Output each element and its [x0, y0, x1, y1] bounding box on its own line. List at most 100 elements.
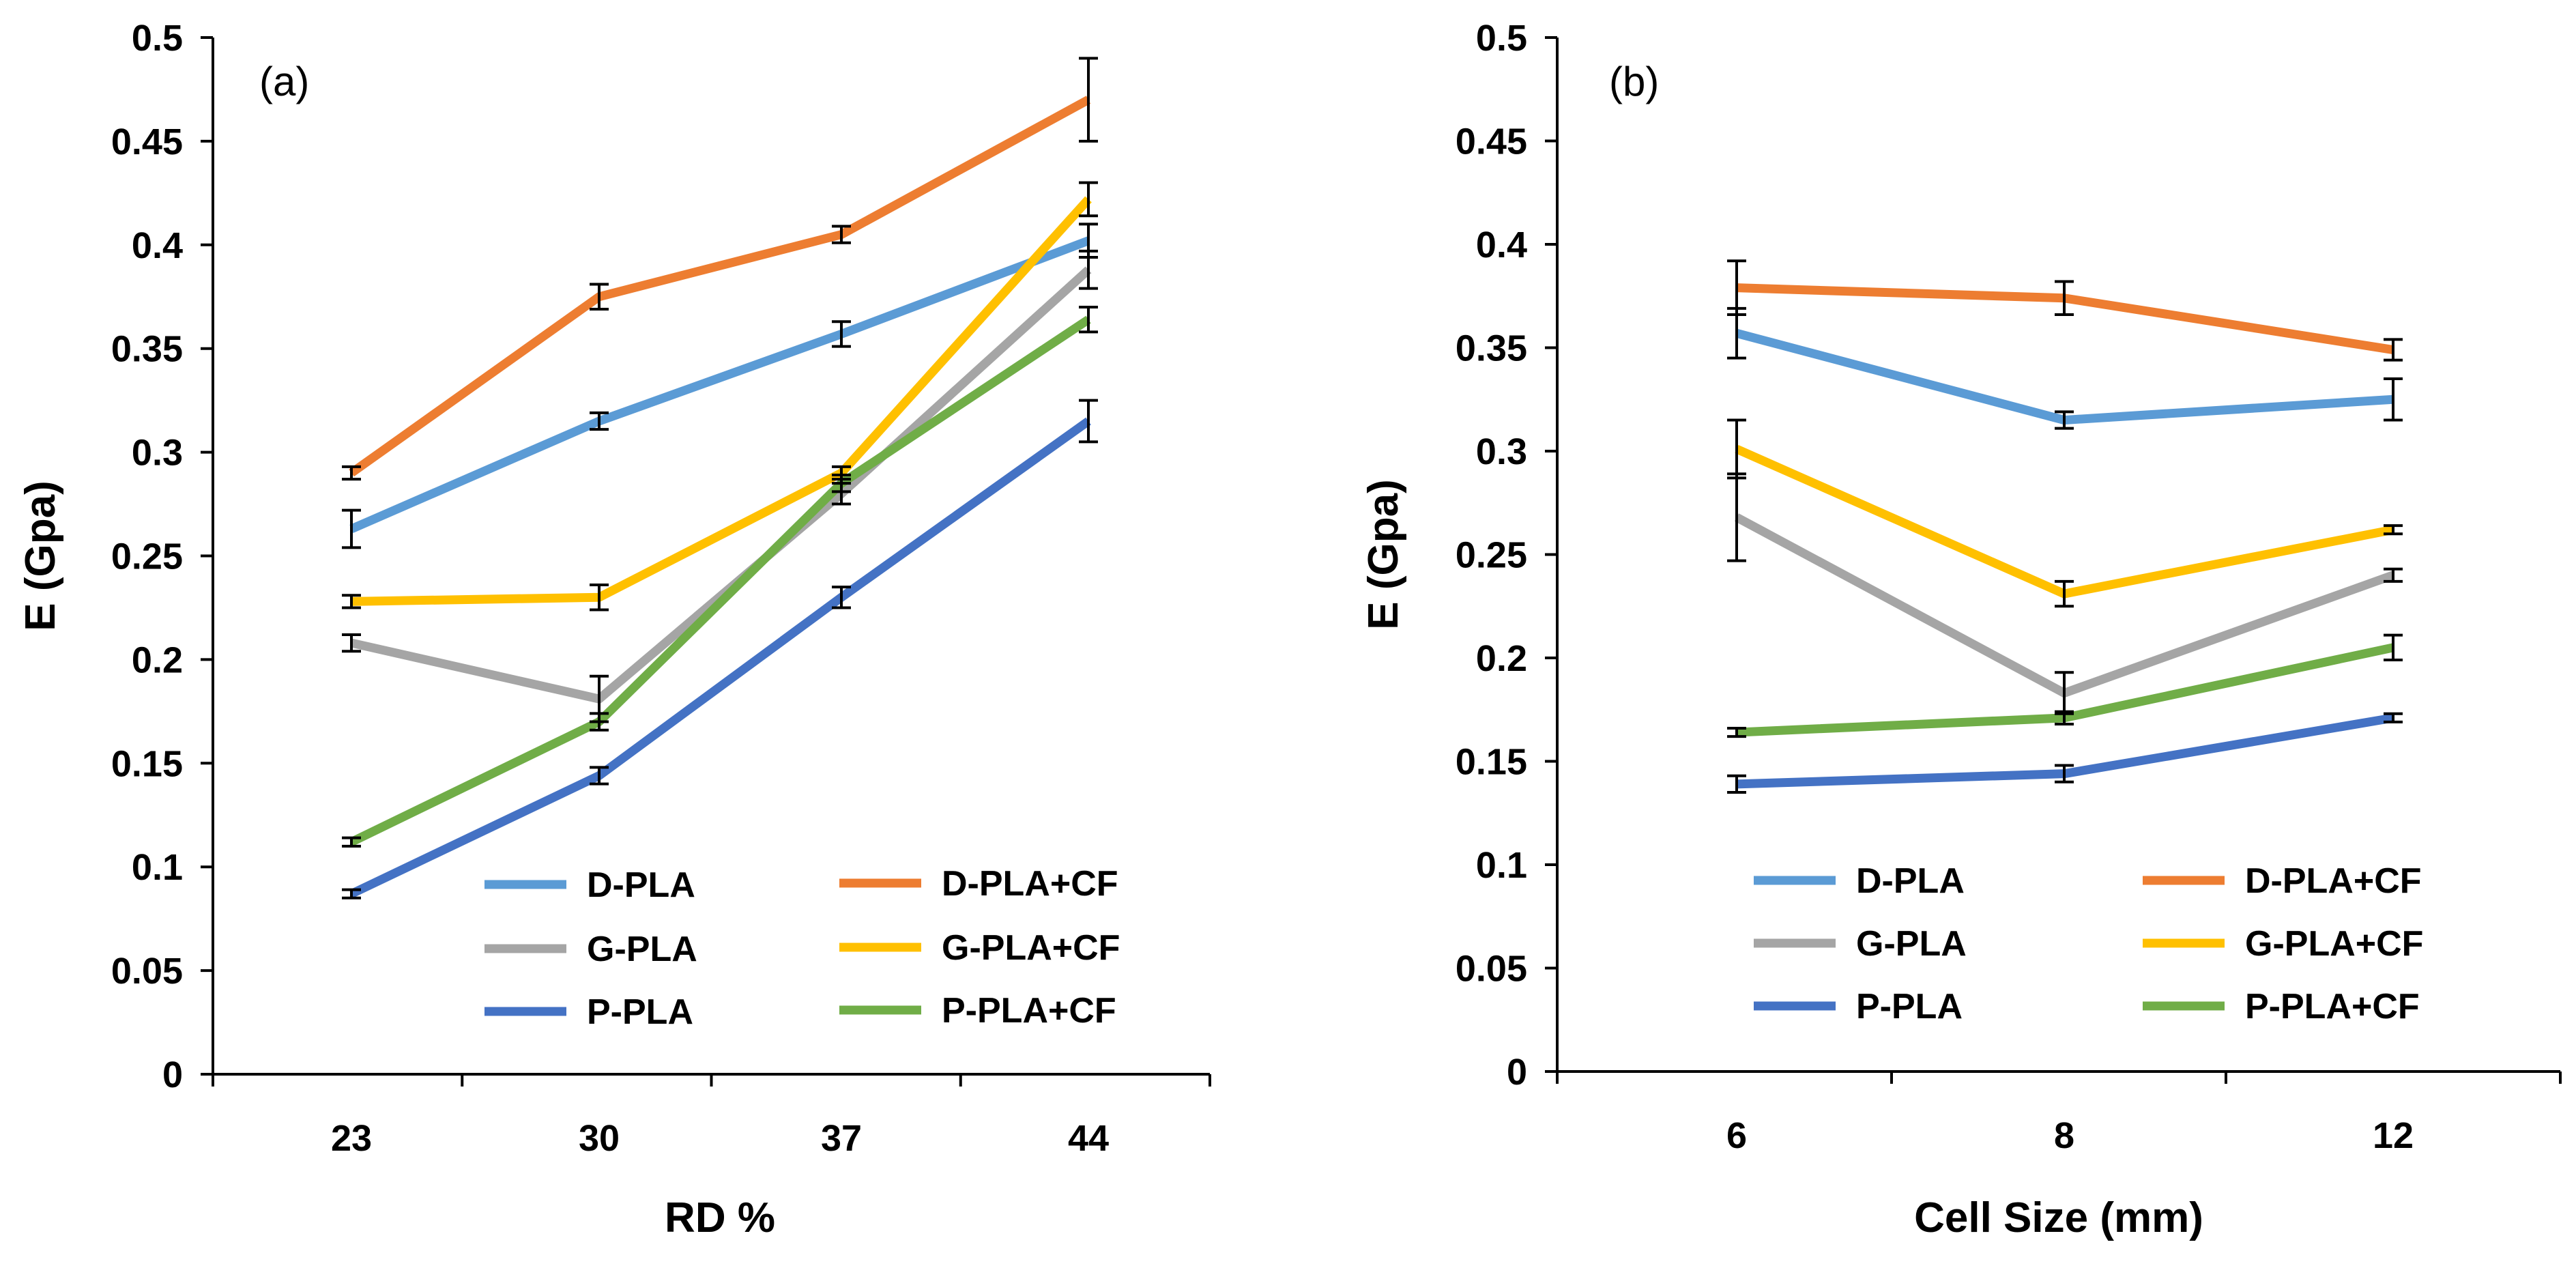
error-bar-g-pla-cf [342, 594, 361, 609]
error-bar-p-pla-cf [1079, 305, 1098, 334]
y-tick-label: 0.25 [1456, 535, 1527, 576]
legend-item-p-pla: P-PLA [1754, 987, 1963, 1026]
error-bar-g-pla [1079, 249, 1098, 290]
y-tick-label: 0.4 [1476, 225, 1527, 265]
legend-item-g-pla-cf: G-PLA+CF [2143, 924, 2423, 964]
y-tick-label: 0.3 [1476, 431, 1527, 472]
y-axis-title: E (Gpa) [1360, 479, 1407, 629]
y-tick-label: 0.05 [111, 951, 183, 992]
error-bar-g-pla-cf [1727, 418, 1746, 480]
error-bar-d-pla-cf [1079, 57, 1098, 143]
error-bar-d-pla [2384, 377, 2403, 422]
y-tick-label: 0.35 [111, 329, 183, 370]
chart-panel-a: 0 0.05 0.1 0.15 0.2 0.25 0.3 0.35 0.4 0.45 0.5 23 30… [17, 18, 1211, 1241]
error-bar-g-pla-cf [2384, 524, 2403, 536]
error-bar-d-pla-cf [342, 465, 361, 481]
y-tick-label: 0.2 [1476, 638, 1527, 679]
error-bar-p-pla-cf [590, 712, 609, 732]
legend-label: G-PLA+CF [942, 928, 1120, 968]
series-line-p-pla [349, 417, 1091, 898]
legend-label: D-PLA+CF [942, 864, 1118, 904]
error-bar-g-pla [2384, 567, 2403, 583]
legend-item-p-pla: P-PLA [484, 992, 693, 1032]
x-tick-label: 6 [1726, 1115, 1747, 1156]
error-bar-g-pla-cf [590, 584, 609, 612]
error-bar-d-pla [342, 508, 361, 549]
error-bar-d-pla [832, 320, 851, 348]
error-bar-d-pla-cf [832, 225, 851, 244]
error-bar-p-pla-cf [2384, 633, 2403, 662]
legend-label: D-PLA [587, 865, 695, 905]
series-line-d-pla [349, 236, 1090, 533]
legend-label: P-PLA [1856, 987, 1963, 1026]
y-tick-label: 0.4 [132, 225, 183, 266]
x-tick-label: 8 [2054, 1115, 2074, 1156]
x-tick-label: 23 [331, 1118, 372, 1159]
error-bar-d-pla [2055, 410, 2074, 430]
panel-label: (b) [1609, 59, 1659, 104]
y-tick-label: 0.45 [1456, 121, 1527, 162]
error-bar-d-pla-cf [2055, 280, 2074, 317]
legend-label: P-PLA+CF [942, 991, 1116, 1031]
error-bar-p-pla [1727, 774, 1746, 794]
error-bar-p-pla [590, 766, 609, 786]
x-tick-label: 37 [821, 1118, 862, 1159]
legend-label: P-PLA [587, 992, 693, 1032]
x-tick-label: 44 [1068, 1118, 1109, 1159]
error-bar-g-pla-cf [2055, 579, 2074, 608]
y-tick-label: 0.15 [1456, 742, 1527, 783]
y-tick-label: 0.05 [1456, 949, 1527, 990]
y-tick-label: 0.45 [111, 121, 183, 162]
chart-panel-b: 0 0.05 0.1 0.15 0.2 0.25 0.3 0.35 0.4 0.45 0.5 6 8 12… [1360, 18, 2562, 1241]
y-tick-label: 0 [162, 1054, 183, 1095]
x-axis-title: Cell Size (mm) [1914, 1194, 2203, 1241]
error-bar-p-pla [2384, 712, 2403, 723]
error-bar-p-pla-cf [2055, 710, 2074, 725]
y-tick-label: 0.2 [132, 639, 183, 680]
legend: D-PLA D-PLA+CF G-PLA G-PLA+CF P-PLA P-PLA+CF [1754, 861, 2423, 1026]
y-tick-label: 0.35 [1456, 328, 1527, 369]
y-tick-label: 0.5 [1476, 18, 1527, 59]
legend-label: P-PLA+CF [2245, 987, 2420, 1026]
series-line-p-pla-cf [349, 315, 1091, 846]
panel-label: (a) [259, 59, 309, 104]
legend-item-d-pla: D-PLA [1754, 861, 1965, 901]
error-bar-p-pla [342, 888, 361, 900]
error-bar-p-pla-cf [1727, 727, 1746, 738]
legend-label: G-PLA [587, 930, 697, 969]
legend-item-d-pla: D-PLA [484, 865, 695, 905]
error-bar-p-pla [1079, 399, 1098, 444]
x-tick-label: 30 [579, 1118, 620, 1159]
legend-item-p-pla-cf: P-PLA+CF [839, 991, 1116, 1031]
series-line-g-pla-cf [351, 196, 1092, 606]
error-bar-g-pla [342, 633, 361, 653]
legend-item-d-pla-cf: D-PLA+CF [839, 864, 1118, 904]
legend-label: G-PLA [1856, 924, 1967, 964]
error-bar-p-pla-cf [832, 474, 851, 493]
legend-item-g-pla: G-PLA [1754, 924, 1967, 964]
legend: D-PLA D-PLA+CF G-PLA G-PLA+CF P-PLA P-PLA+CF [484, 864, 1120, 1032]
legend-item-g-pla-cf: G-PLA+CF [839, 928, 1120, 968]
error-bar-d-pla-cf [590, 283, 609, 311]
y-axis-title: E (Gpa) [17, 480, 64, 631]
error-bar-p-pla [2055, 764, 2074, 783]
legend-item-g-pla: G-PLA [484, 930, 697, 969]
legend-item-p-pla-cf: P-PLA+CF [2143, 987, 2420, 1026]
series-line-d-pla-cf [349, 96, 1091, 477]
error-bar-g-pla-cf [1079, 181, 1098, 218]
y-tick-label: 0.1 [132, 847, 183, 888]
y-tick-label: 0 [1507, 1052, 1527, 1093]
y-tick-label: 0.1 [1476, 845, 1527, 886]
legend-label: G-PLA+CF [2245, 924, 2423, 964]
x-tick-label: 12 [2373, 1115, 2414, 1156]
error-bar-d-pla-cf [1727, 259, 1746, 317]
error-bar-d-pla [590, 411, 609, 431]
error-bar-p-pla-cf [342, 836, 361, 848]
y-tick-label: 0.5 [132, 18, 183, 59]
error-bar-d-pla-cf [2384, 338, 2403, 362]
y-tick-label: 0.3 [132, 433, 183, 474]
error-bar-p-pla [832, 586, 851, 609]
legend-label: D-PLA+CF [2245, 861, 2422, 901]
legend-item-d-pla-cf: D-PLA+CF [2143, 861, 2422, 901]
